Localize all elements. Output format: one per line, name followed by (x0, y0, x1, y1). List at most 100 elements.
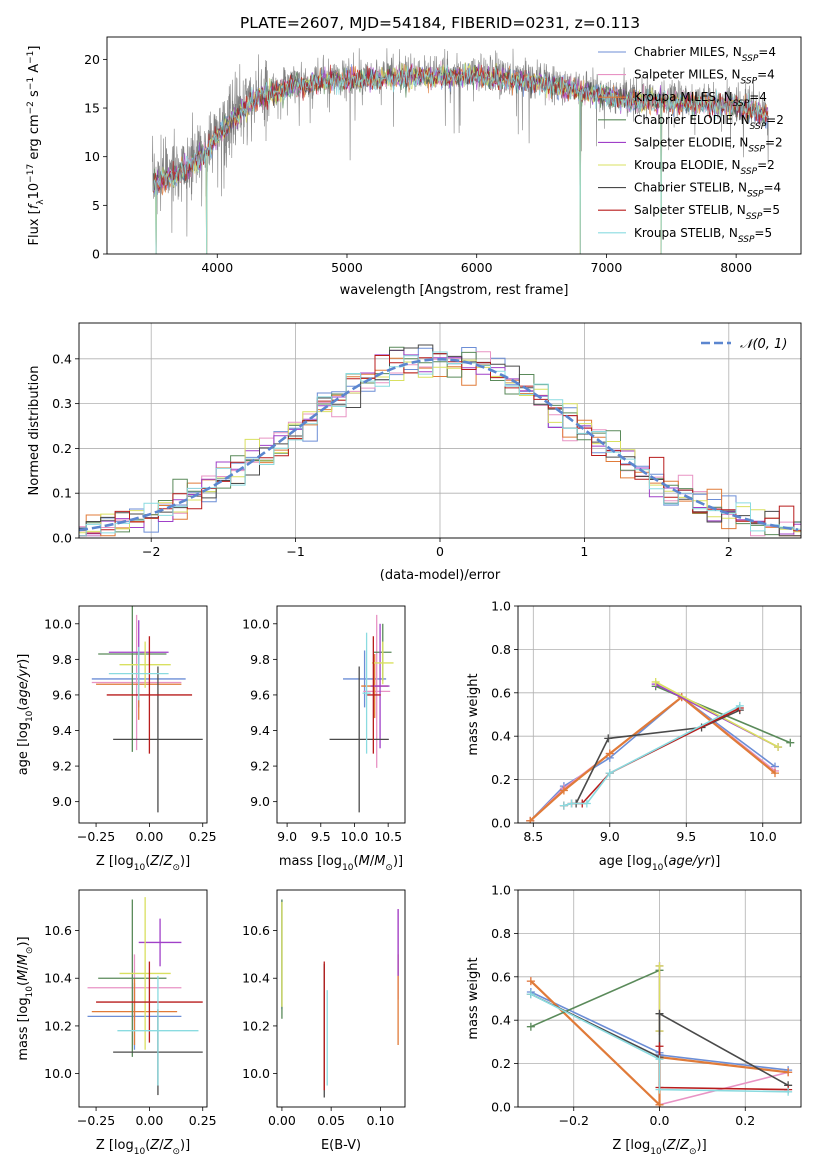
legend-label: Kroupa STELIB, NSSP=5 (634, 226, 772, 245)
errorbar-point-5 (119, 641, 171, 688)
ticks-massweight-vs-age: 8.5 9.0 9.5 10.0 0.0 0.2 0.4 0.6 0.8 1.0 (491, 599, 777, 845)
x-tick-label: 0.10 (366, 1113, 394, 1128)
errorbar-point-1 (91, 614, 182, 751)
mass-vs-EBV-xlabel: E(B-V) (321, 1138, 361, 1153)
plus-marker (770, 769, 779, 778)
legend-label: Chabrier STELIB, NSSP=4 (634, 181, 781, 200)
plot-area-massweight-vs-age (526, 677, 795, 823)
plus-marker (582, 799, 591, 808)
y-tick-label: 0.3 (52, 396, 72, 411)
plot-area-residuals (79, 344, 801, 537)
y-tick-label: 0 (92, 247, 100, 262)
x-tick-label: 9.5 (676, 829, 696, 844)
x-tick-label: −0.2 (559, 1113, 589, 1128)
plus-marker (567, 799, 576, 808)
massweight-line-5 (651, 677, 783, 752)
errorbar-point-1 (363, 614, 391, 768)
plus-marker (526, 1022, 535, 1031)
plus-marker (655, 1009, 664, 1018)
y-tick-label: 9.2 (250, 759, 270, 774)
plus-marker (604, 734, 613, 743)
panel-age-vs-mass: 9.0 9.5 10.0 10.5 9.0 9.2 9.4 9.6 9.8 10.0 mass [l… (242, 605, 406, 873)
plot-area-age-vs-mass (329, 614, 394, 813)
massweight-line-8 (526, 990, 793, 1096)
gaussian-reference-curve (79, 358, 799, 532)
errorbar-point-3 (98, 606, 167, 752)
massweight-vs-Z-xlabel: Z [log10(Z/Z⊙)] (612, 1138, 706, 1157)
axes-frame (517, 889, 802, 1108)
legend-label: Kroupa MILES, NSSP=4 (634, 90, 767, 109)
plus-marker (735, 701, 744, 710)
x-tick-label: 0.00 (135, 1113, 163, 1128)
plus-marker (655, 1055, 664, 1064)
panel-spectrum: 4000 5000 6000 7000 8000 0 5 10 15 20 wavelength [… (26, 36, 802, 298)
line (530, 993, 789, 1086)
y-tick-label: 10.0 (44, 1066, 72, 1081)
axes-frame (106, 36, 802, 255)
massweight-vs-age-ylabel: mass weight (466, 673, 481, 755)
massweight-vs-Z-ylabel: mass weight (466, 957, 481, 1039)
plus-marker (655, 1042, 664, 1051)
y-tick-label: 10.0 (242, 1066, 270, 1081)
age-vs-Z-ylabel: age [log10(age/yr)] (16, 654, 35, 776)
panel-massweight-vs-Z: −0.2 0.0 0.2 0.0 0.2 0.4 0.6 0.8 1.0 Z [log10(Z/Z… (466, 883, 802, 1157)
panel-mass-vs-Z: −0.25 0.00 0.25 10.0 10.2 10.4 10.6 Z [log10(Z/… (16, 889, 217, 1157)
y-tick-label: 0.8 (491, 642, 511, 657)
legend-label: Chabrier ELODIE, NSSP=2 (634, 113, 784, 132)
x-tick-label: 0.05 (317, 1113, 345, 1128)
y-tick-label: 0.4 (491, 1013, 511, 1028)
x-tick-label: 5000 (331, 260, 363, 275)
axes-frame (78, 605, 208, 824)
y-tick-label: 0.6 (491, 969, 511, 984)
y-tick-label: 10.6 (44, 923, 72, 938)
ticks-mass-vs-EBV: 0.00 0.05 0.10 10.0 10.2 10.4 10.6 (242, 923, 394, 1128)
plus-marker (605, 749, 614, 758)
ticks-age-vs-Z: −0.25 0.00 0.25 9.0 9.2 9.4 9.6 9.8 10.0 (44, 616, 216, 844)
errorbar-point-0 (343, 650, 387, 708)
legend-label: 𝒩(0, 1) (740, 337, 787, 352)
line (530, 993, 789, 1093)
y-tick-label: 9.6 (250, 687, 270, 702)
plot-area-massweight-vs-Z (526, 961, 793, 1107)
errorbar-point-3 (98, 899, 167, 1057)
errorbar-point-2 (91, 978, 178, 1045)
y-tick-label: 9.4 (250, 723, 270, 738)
panel-residuals: −2 −1 0 1 2 0.0 0.1 0.2 0.3 0.4 (data-model)/error… (27, 322, 802, 583)
y-tick-label: 10.0 (44, 616, 72, 631)
y-tick-label: 10.2 (44, 1018, 72, 1033)
panel-massweight-vs-age: 8.5 9.0 9.5 10.0 0.0 0.2 0.4 0.6 0.8 1.0 age [log1… (466, 599, 802, 873)
massweight-line-8 (559, 701, 744, 810)
plus-marker (655, 1085, 664, 1094)
axes-frame (517, 605, 802, 824)
plus-marker (559, 786, 568, 795)
y-tick-label: 10.0 (242, 616, 270, 631)
mass-vs-Z-ylabel: mass [log10(M/M⊙)] (16, 936, 35, 1060)
y-tick-label: 1.0 (491, 599, 511, 614)
x-tick-label: 9.5 (311, 829, 331, 844)
x-tick-label: 2 (725, 544, 733, 559)
panel-age-vs-Z: −0.25 0.00 0.25 9.0 9.2 9.4 9.6 9.8 10.0 Z [log10… (16, 605, 217, 873)
y-tick-label: 9.8 (52, 652, 72, 667)
legend-label: Salpeter ELODIE, NSSP=2 (634, 135, 783, 154)
y-tick-label: 9.0 (250, 794, 270, 809)
y-tick-label: 9.8 (250, 652, 270, 667)
y-tick-label: 0.2 (52, 441, 72, 456)
plus-marker (526, 977, 535, 986)
x-tick-label: 9.0 (600, 829, 620, 844)
errorbar-point-5 (119, 897, 171, 1050)
panel-mass-vs-EBV: 0.00 0.05 0.10 10.0 10.2 10.4 10.6 E(B-V) (242, 889, 406, 1153)
legend-label: Salpeter STELIB, NSSP=5 (634, 203, 780, 222)
errorbar-point-6 (113, 666, 203, 813)
x-tick-label: 0.0 (650, 1113, 670, 1128)
plus-marker (786, 738, 795, 747)
y-tick-label: 0.2 (491, 1056, 511, 1071)
y-tick-label: 9.2 (52, 759, 72, 774)
errorbar-point-4 (138, 918, 182, 967)
x-tick-label: −0.25 (77, 1113, 115, 1128)
spectrum-ylabel: Flux [fλ10−17 erg cm−2 s−1 A−1] (26, 46, 46, 246)
line (530, 969, 660, 1028)
plus-marker (784, 1087, 793, 1096)
line (655, 681, 779, 748)
y-tick-label: 10.2 (242, 1018, 270, 1033)
